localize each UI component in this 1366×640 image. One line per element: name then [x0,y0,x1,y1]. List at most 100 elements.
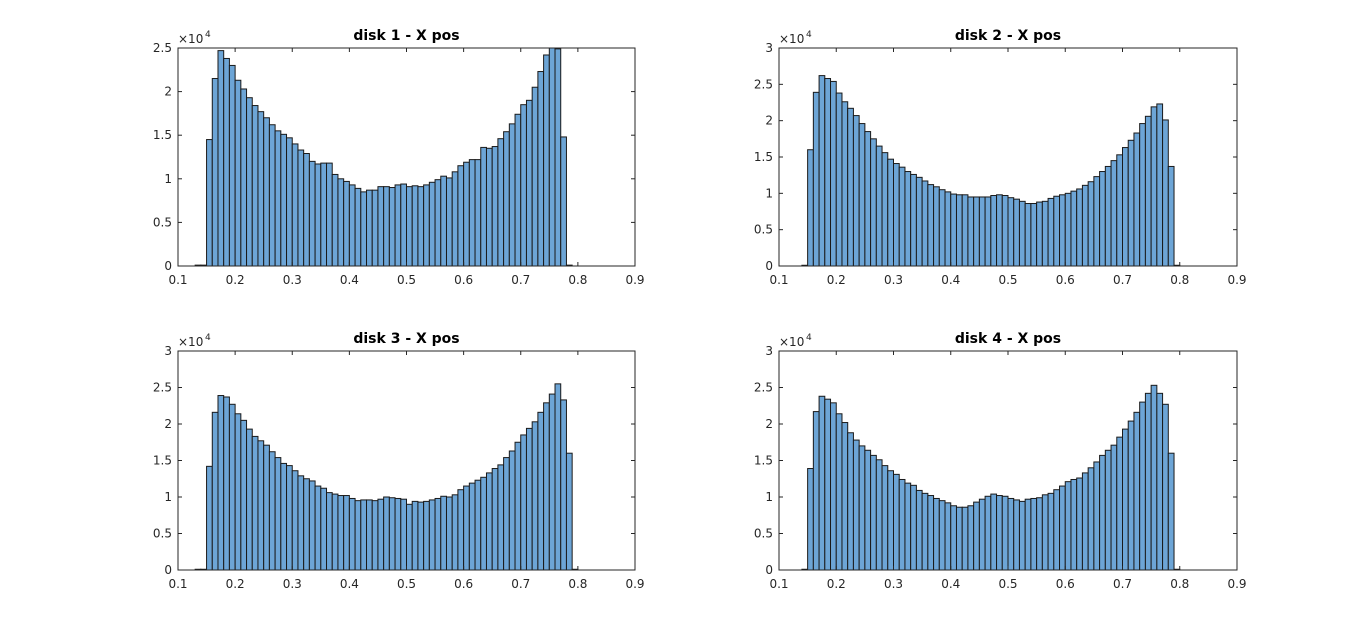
histogram-bar [1162,119,1169,267]
x-tick-label: 0.3 [283,273,302,287]
histogram-bar [497,464,505,571]
histogram-bar [978,196,986,267]
histogram-bar [485,147,493,267]
histogram-bar [320,487,328,571]
histogram-bar [1064,481,1072,571]
y-tick-label: 2 [164,85,172,99]
histogram-bar [1081,184,1089,267]
histogram-bar [280,462,288,571]
y-tick-label: 1 [164,490,172,504]
histogram-bar [1150,106,1158,267]
histogram-bar [503,457,510,571]
histogram-bar [927,184,935,267]
histogram-bar [893,473,900,571]
x-tick-label: 0.7 [1113,273,1132,287]
histogram-bar [835,413,843,571]
histogram-bar [543,54,550,267]
histogram-bar [240,88,248,267]
histogram-bar [1041,200,1049,267]
histogram-bar [864,449,872,571]
histogram-bar [428,499,436,571]
histogram-bar [246,97,253,267]
histogram-bar [1053,195,1061,267]
x-tick-label: 0.4 [941,577,960,591]
histogram-bar [440,495,447,571]
histogram-bar [360,499,368,571]
y-tick-label: 2 [765,114,773,128]
histogram-bar [297,149,305,267]
histogram-bar [548,393,556,571]
histogram-bar [938,500,946,571]
histogram-bar [1104,165,1112,267]
histogram-bar [910,173,917,267]
histogram-bar [411,500,419,571]
x-tick-label: 0.9 [625,273,644,287]
histogram-bar [434,179,442,267]
histogram-bar [870,454,877,571]
histogram-bar [996,495,1003,571]
histogram-bar [1007,197,1015,267]
y-tick-label: 0.5 [754,527,773,541]
histogram-bar [1041,494,1049,571]
histogram-bar [1104,449,1112,571]
histogram-bar [1059,194,1066,267]
histogram-bar [881,465,889,571]
histogram-bar [1122,428,1129,571]
y-tick-label: 0.5 [754,223,773,237]
histogram-bar [491,146,499,267]
histogram-bar [1139,401,1146,571]
x-tick-label: 0.3 [884,577,903,591]
histogram-bar [457,165,465,267]
histogram-bar [830,402,837,571]
histogram-bar [835,92,843,267]
y-tick-label: 0 [765,259,773,273]
histogram-bar [933,186,940,267]
histogram-bar [1110,444,1118,571]
histogram-bar [978,498,986,571]
histogram-bar [417,501,425,571]
histogram-bar [887,470,895,571]
histogram-bar [904,482,912,571]
y-tick-label: 0 [164,259,172,273]
histogram-bar [887,158,895,267]
histogram-bar [1162,403,1169,571]
histogram-bar [1122,147,1129,267]
histogram-bar [480,476,487,571]
histogram-bar [950,505,957,571]
histogram-bar [870,138,877,267]
histogram-bar [915,176,923,267]
x-tick-label: 0.6 [454,577,473,591]
histogram-bar [944,191,952,267]
histogram-bar [400,498,408,571]
histogram-bar [246,428,253,571]
histogram-bar [950,193,957,267]
histogram-bar [864,131,872,267]
histogram-bar [234,79,242,267]
histogram-bar [847,107,854,267]
histogram-bar [423,500,430,571]
histogram-bar [1024,203,1032,267]
histogram-bar [554,48,562,267]
histogram-bar [1167,452,1175,571]
histogram-bar [1053,489,1061,571]
y-tick-label: 1.5 [153,128,172,142]
histogram-bar [211,411,219,571]
histogram-bar [257,111,265,267]
histogram-bar [503,131,510,267]
y-tick-label: 2 [765,417,773,431]
histogram-bar [280,133,288,267]
histogram-bar [251,435,259,571]
histogram-bar [217,50,225,267]
y-tick-label: 1.5 [153,454,172,468]
histogram-bar [360,191,368,267]
histogram-bar [537,71,545,267]
histogram-bar [320,162,328,267]
chart-panel-2: 0.1 0.2 0.3 0.4 0.5 0.6 0.7 0.8 0.9 0 0.5 1 1.5 2 2.5 3… [754,28,1247,287]
histogram-bar [1013,499,1020,571]
histogram-bar [394,497,402,571]
histogram-bar [1070,190,1078,267]
histogram-bar [921,492,929,571]
histogram-bar [984,196,992,267]
histogram-bar [206,465,213,571]
histogram-bar [996,194,1003,267]
